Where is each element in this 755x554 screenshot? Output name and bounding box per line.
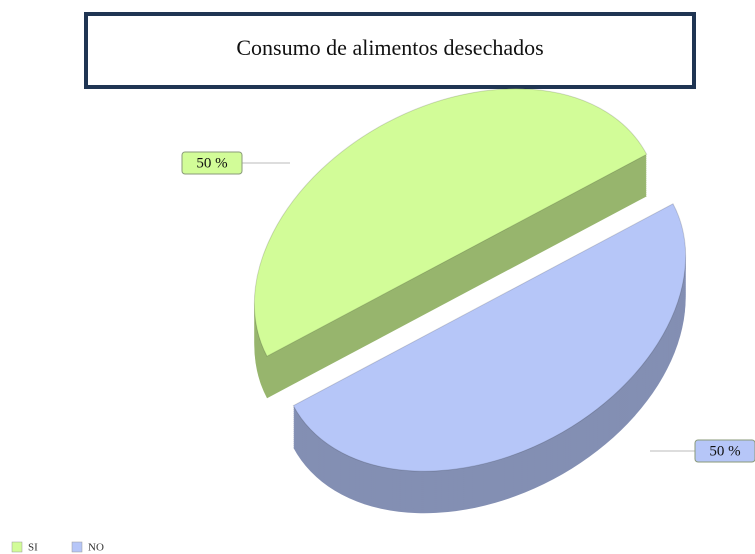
label-box xyxy=(694,439,755,463)
title-box xyxy=(84,12,696,89)
label-box xyxy=(181,151,243,175)
chart-title: Consumo de alimentos desechados xyxy=(236,35,543,60)
legend-label: SI xyxy=(28,542,38,554)
slice xyxy=(253,88,648,357)
legend-swatch xyxy=(71,541,83,553)
legend-swatch xyxy=(11,541,23,553)
slice-group xyxy=(292,203,687,472)
legend-label: NO xyxy=(88,542,104,554)
slice-group xyxy=(253,88,648,357)
data-label: 50 % xyxy=(196,155,227,171)
data-label: 50 % xyxy=(709,443,740,459)
slice xyxy=(292,203,687,472)
